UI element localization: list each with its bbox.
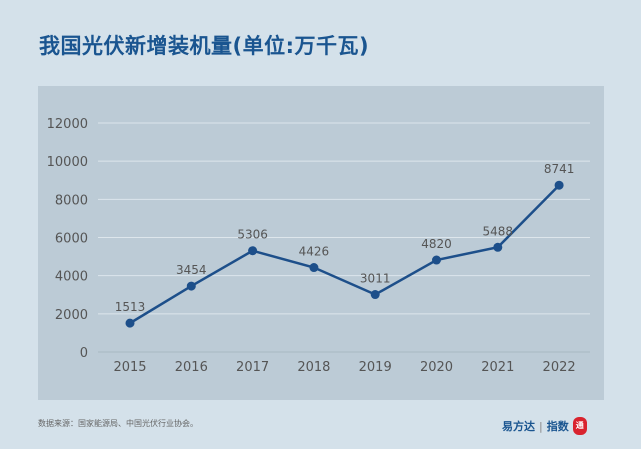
data-label: 4820 [421, 237, 452, 251]
x-tick-label: 2016 [175, 360, 208, 375]
x-tick-label: 2018 [297, 360, 330, 375]
data-point [370, 290, 380, 300]
data-point [309, 263, 319, 273]
chart-panel [38, 86, 604, 400]
x-tick-label: 2020 [420, 360, 453, 375]
data-label: 5488 [483, 224, 514, 238]
data-label: 8741 [544, 162, 575, 176]
data-label: 3454 [176, 263, 207, 277]
x-tick-label: 2019 [359, 360, 392, 375]
data-label: 4426 [299, 245, 330, 259]
data-source: 数据来源：国家能源局、中国光伏行业协会。 [38, 419, 198, 428]
y-tick-label: 8000 [55, 193, 88, 208]
chart-title: 我国光伏新增装机量(单位:万千瓦) [39, 34, 370, 58]
x-tick-label: 2017 [236, 360, 269, 375]
data-point [125, 318, 135, 328]
data-point [186, 281, 196, 291]
y-tick-label: 6000 [55, 232, 88, 247]
seal-icon: 通 [572, 417, 587, 435]
y-tick-label: 2000 [55, 308, 88, 323]
series-line [129, 184, 560, 325]
data-label: 1513 [115, 300, 146, 314]
data-label: 3011 [360, 272, 391, 286]
x-tick-label: 2015 [113, 360, 146, 375]
data-point [493, 242, 503, 252]
brand-name: 易方达 [502, 420, 535, 433]
brand-logo: 易方达 | 指数 通 [502, 417, 587, 435]
x-tick-label: 2022 [543, 360, 576, 375]
y-tick-label: 0 [80, 346, 88, 361]
data-label: 5306 [237, 228, 268, 242]
brand-sub: 指数 [546, 420, 569, 433]
y-tick-label: 10000 [47, 155, 88, 170]
y-tick-label: 12000 [47, 117, 88, 132]
data-point [554, 180, 564, 190]
x-tick-label: 2021 [481, 360, 514, 375]
data-point [248, 246, 258, 256]
y-tick-label: 4000 [55, 270, 88, 285]
data-point [432, 255, 441, 265]
